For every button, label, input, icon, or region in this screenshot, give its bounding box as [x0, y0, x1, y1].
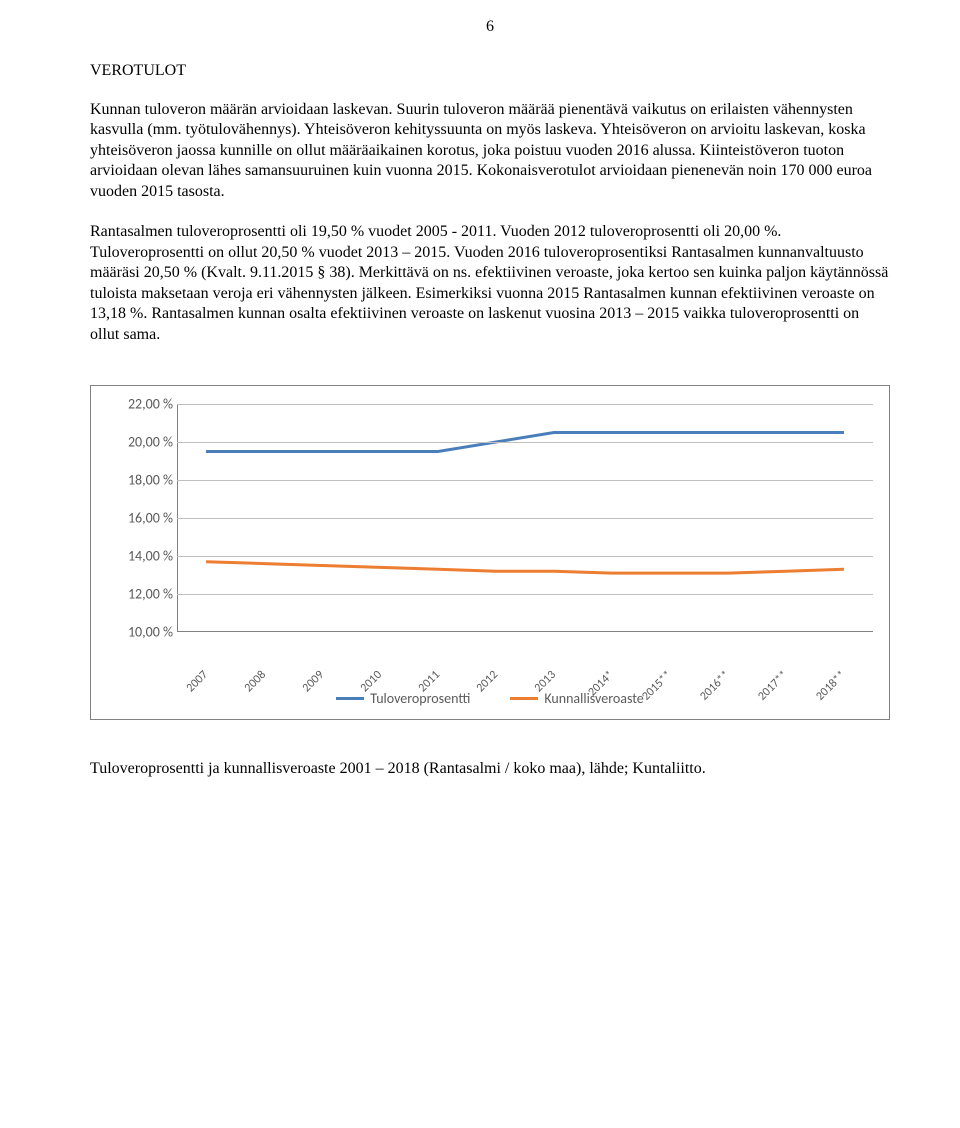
chart-y-tick-label: 18,00 % — [128, 472, 173, 489]
chart-gridline — [177, 518, 873, 519]
document-page: 6 VEROTULOT Kunnan tuloveron määrän arvi… — [0, 0, 960, 1128]
chart-plot — [177, 404, 873, 632]
chart-container: 10,00 % 12,00 % 14,00 % 16,00 % 18,00 % 20,00… — [90, 385, 890, 720]
body-paragraph-1: Kunnan tuloveron määrän arvioidaan laske… — [90, 100, 890, 202]
chart-gridline — [177, 442, 873, 443]
chart-y-tick-label: 16,00 % — [128, 510, 173, 527]
chart-gridline — [177, 404, 873, 405]
chart-series-line — [206, 562, 844, 573]
chart-area: 10,00 % 12,00 % 14,00 % 16,00 % 18,00 % 20,00… — [107, 404, 873, 680]
page-number: 6 — [90, 18, 890, 36]
chart-y-axis: 10,00 % 12,00 % 14,00 % 16,00 % 18,00 % 20,00… — [107, 404, 177, 680]
chart-gridline — [177, 480, 873, 481]
chart-y-tick-label: 10,00 % — [128, 624, 173, 641]
chart-gridline — [177, 556, 873, 557]
section-heading: VEROTULOT — [90, 62, 890, 80]
chart-y-tick-label: 12,00 % — [128, 586, 173, 603]
chart-legend-item: Kunnallisveroaste — [510, 690, 643, 707]
chart-y-tick-label: 14,00 % — [128, 548, 173, 565]
chart-caption: Tuloveroprosentti ja kunnallisveroaste 2… — [90, 760, 890, 778]
chart-plot-wrap: 20072008200920102011201220132014*2015**2… — [177, 404, 873, 680]
chart-legend-item: Tuloveroprosentti — [336, 690, 470, 707]
chart-gridline — [177, 594, 873, 595]
chart-legend-swatch — [336, 697, 364, 700]
chart-x-axis: 20072008200920102011201220132014*2015**2… — [177, 642, 873, 680]
chart-legend-label: Tuloveroprosentti — [370, 690, 470, 707]
body-paragraph-2: Rantasalmen tuloveroprosentti oli 19,50 … — [90, 222, 890, 345]
chart-y-tick-label: 22,00 % — [128, 396, 173, 413]
chart-y-tick-label: 20,00 % — [128, 434, 173, 451]
chart-legend-swatch — [510, 697, 538, 700]
